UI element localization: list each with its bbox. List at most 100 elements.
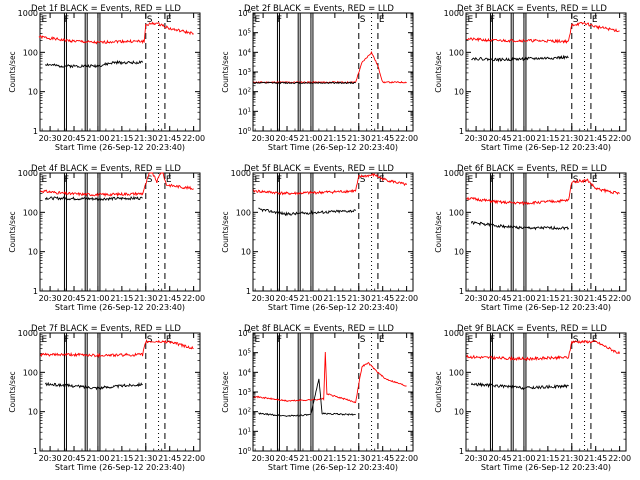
x-tick-label: 21:30 xyxy=(134,134,157,143)
x-tick-label: 20:45 xyxy=(62,294,85,303)
events-series-line xyxy=(253,81,356,85)
events-series-line xyxy=(258,207,356,217)
x-tick-label: 20:45 xyxy=(62,134,85,143)
y-tick-label: 105 xyxy=(238,29,252,38)
x-tick-label: 21:00 xyxy=(299,454,322,463)
y-tick-base: 10 xyxy=(238,447,248,456)
interval-letter: F xyxy=(277,15,282,25)
interval-letter: F xyxy=(490,15,495,25)
y-tick-label: 1000 xyxy=(18,329,38,338)
interval-letter: E xyxy=(166,15,172,25)
x-tick-label: 21:30 xyxy=(560,454,583,463)
y-tick-label: 105 xyxy=(238,349,252,358)
y-axis-label: Counts/sec xyxy=(434,371,443,412)
y-tick-label: 1000 xyxy=(18,9,38,18)
x-tick-label: 22:00 xyxy=(182,134,205,143)
y-tick-label: 10 xyxy=(241,248,251,257)
x-tick-label: 21:15 xyxy=(536,134,559,143)
y-tick-label: 103 xyxy=(238,68,252,77)
x-tick-label: 21:00 xyxy=(86,134,109,143)
y-tick-exponent: 0 xyxy=(248,447,252,453)
plot-frame xyxy=(252,172,414,292)
lld-series-line xyxy=(38,21,194,45)
x-tick-label: 21:15 xyxy=(110,294,133,303)
x-tick-label: 21:45 xyxy=(584,454,607,463)
lld-series-line xyxy=(466,21,620,44)
interval-letter: E xyxy=(379,15,385,25)
interval-letter: E xyxy=(255,15,261,25)
x-tick-label: 21:30 xyxy=(347,134,370,143)
y-axis-label: Counts/sec xyxy=(8,51,17,92)
y-tick-label: 102 xyxy=(238,88,251,97)
panel-1: Det 1f BLACK = Events, RED = LLD 1 10 100 10… xyxy=(8,4,205,152)
interval-letter: S xyxy=(360,15,366,25)
interval-letter: E xyxy=(468,15,474,25)
events-series-line xyxy=(470,382,569,390)
interval-letter: S xyxy=(573,15,579,25)
y-tick-label: 104 xyxy=(238,48,252,57)
x-tick-label: 21:00 xyxy=(512,294,535,303)
x-tick-label: 21:45 xyxy=(584,294,607,303)
interval-letter: F xyxy=(64,335,69,345)
interval-letter: F xyxy=(490,335,495,345)
y-tick-exponent: 5 xyxy=(248,349,252,355)
x-axis-label: Start Time (26-Sep-12 20:23:40) xyxy=(55,463,185,472)
interval-letter: F xyxy=(64,175,69,185)
x-tick-label: 21:30 xyxy=(347,294,370,303)
x-tick-label: 22:00 xyxy=(395,134,418,143)
x-tick-label: 21:45 xyxy=(371,454,394,463)
y-tick-label: 100 xyxy=(449,368,464,377)
y-tick-base: 10 xyxy=(238,388,248,397)
interval-letter: S xyxy=(147,175,153,185)
events-series-line xyxy=(44,195,143,202)
y-tick-exponent: 1 xyxy=(248,107,252,113)
panel-2: Det 2f BLACK = Events, RED = LLD10010110… xyxy=(221,4,418,152)
x-tick-label: 21:00 xyxy=(86,454,109,463)
interval-letter: E xyxy=(166,175,172,185)
plot-frame xyxy=(39,172,201,292)
interval-letter: E xyxy=(42,175,48,185)
interval-letter: E xyxy=(379,175,385,185)
x-tick-label: 20:30 xyxy=(252,294,275,303)
panel-title: Det 6f BLACK = Events, RED = LLD xyxy=(457,164,607,174)
lld-series-line xyxy=(253,50,407,84)
panel-title: Det 7f BLACK = Events, RED = LLD xyxy=(31,324,181,334)
y-tick-label: 1 xyxy=(246,287,251,296)
y-tick-label: 106 xyxy=(238,9,252,18)
y-tick-base: 10 xyxy=(238,107,248,116)
y-tick-label: 100 xyxy=(23,48,38,57)
interval-letter: F xyxy=(277,175,282,185)
y-tick-label: 10 xyxy=(454,408,464,417)
y-tick-label: 1000 xyxy=(444,169,464,178)
y-tick-label: 10 xyxy=(28,88,38,97)
lld-series-line xyxy=(253,351,407,404)
x-tick-label: 21:00 xyxy=(86,294,109,303)
panel-9: Det 9f BLACK = Events, RED = LLD 1 10 100 10… xyxy=(434,324,631,472)
y-tick-exponent: 3 xyxy=(248,388,252,394)
y-tick-label: 101 xyxy=(238,427,251,436)
y-tick-base: 10 xyxy=(238,29,248,38)
panel-title: Det 1f BLACK = Events, RED = LLD xyxy=(31,4,181,14)
x-tick-label: 20:45 xyxy=(275,454,298,463)
y-tick-base: 10 xyxy=(238,329,248,338)
y-tick-label: 100 xyxy=(23,368,38,377)
panel-4: Det 4f BLACK = Events, RED = LLD 1 10 100 10… xyxy=(8,164,205,312)
lld-series-line xyxy=(253,172,407,196)
interval-letter: E xyxy=(592,175,598,185)
x-axis-label: Start Time (26-Sep-12 20:23:40) xyxy=(268,143,398,152)
x-tick-label: 21:30 xyxy=(347,454,370,463)
x-axis-label: Start Time (26-Sep-12 20:23:40) xyxy=(55,303,185,312)
y-tick-base: 10 xyxy=(238,88,248,97)
x-tick-label: 22:00 xyxy=(608,134,631,143)
x-tick-label: 21:15 xyxy=(110,134,133,143)
x-tick-label: 20:30 xyxy=(465,134,488,143)
panel-3: Det 3f BLACK = Events, RED = LLD 1 10 100 10… xyxy=(434,4,631,152)
x-tick-label: 21:30 xyxy=(134,454,157,463)
y-axis-label: Counts/sec xyxy=(221,51,230,92)
y-tick-label: 10 xyxy=(454,248,464,257)
y-tick-base: 10 xyxy=(238,9,248,18)
x-tick-label: 21:15 xyxy=(536,454,559,463)
y-tick-label: 1 xyxy=(33,127,38,136)
y-tick-base: 10 xyxy=(238,127,248,136)
interval-letter: S xyxy=(360,175,366,185)
